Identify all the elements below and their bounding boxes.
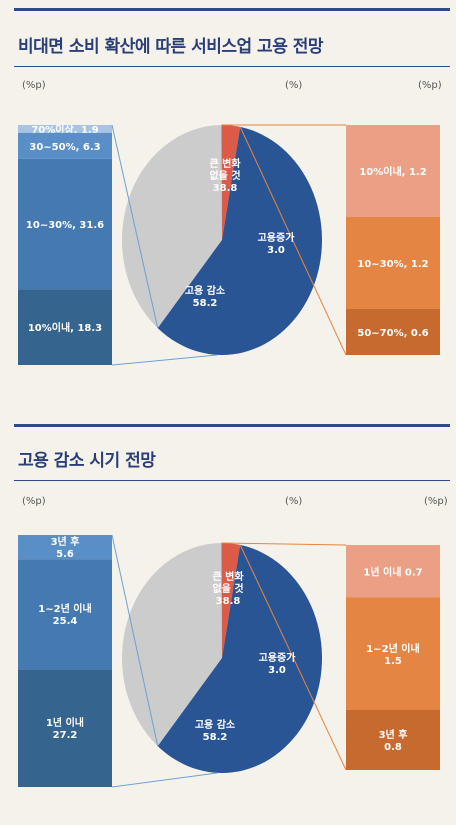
pie-label-2-line-1: 58.2 (203, 732, 228, 743)
pie-label-1-line-1: 3.0 (268, 665, 286, 676)
pie-label-1-line-1: 3.0 (267, 245, 285, 256)
left-bar-label-1-line-0: 1~2년 이내 (38, 602, 91, 615)
connector-line-left-bottom (111, 354, 218, 366)
pie-label-0-line-2: 38.8 (213, 183, 238, 194)
right-bar-label-1-line-1: 1.5 (384, 656, 402, 667)
chart1-unit-mid: (%) (285, 80, 303, 91)
top-rule (14, 8, 450, 11)
pie-label-1-line-0: 고용증가 (258, 231, 296, 244)
left-bar-segment (18, 125, 112, 133)
left-bar-segment (18, 289, 112, 365)
left-bar-label-2-line-1: 27.2 (53, 730, 78, 741)
chart1-svg: 70%이상, 1.9 30~50%, 6.3 10~30%, 31.6 10%이내, … (18, 123, 440, 366)
pie-slice (157, 544, 323, 773)
chart1-title: 비대면 소비 확산에 따른 서비스업 고용 전망 (18, 37, 324, 57)
connector-line-right-bottom (239, 126, 347, 356)
right-bar-segment (346, 217, 440, 309)
pie-label-0-line-1: 없을 것 (209, 169, 240, 182)
left-bar-segment (18, 132, 112, 159)
left-bar-label-3-line-0: 10%이내, 18.3 (28, 321, 102, 334)
right-bar-label-1-line-0: 1~2년 이내 (366, 642, 419, 655)
connector-line-right-top (221, 542, 347, 546)
left-bar-label-0-line-0: 3년 후 (51, 535, 80, 548)
right-bar-segment (346, 597, 440, 710)
pie-label-2-line-1: 58.2 (193, 298, 218, 309)
left-bar-segment (18, 535, 112, 560)
right-bar-segment (346, 125, 440, 217)
left-bar-segment (18, 669, 112, 787)
left-bar-label-0-line-0: 70%이상, 1.9 (31, 123, 98, 136)
pie-label-2-line-0: 고용 감소 (185, 285, 225, 297)
right-bar-label-0-line-0: 1년 이내 0.7 (363, 565, 422, 578)
pie-slice (221, 124, 241, 240)
pie-label-2-line-0: 고용 감소 (195, 719, 235, 731)
left-bar-label-1-line-0: 30~50%, 6.3 (29, 142, 100, 153)
connector-line-left-top (111, 124, 159, 329)
pie-label-0-line-2: 38.8 (216, 596, 241, 607)
chart2-unit-mid: (%) (285, 496, 303, 507)
connector-line-left-bottom (111, 772, 218, 788)
left-bar-segment (18, 559, 112, 670)
right-bar-label-2-line-0: 50~70%, 0.6 (357, 328, 428, 339)
pie-slice (157, 126, 323, 356)
connector-line-left-top (111, 534, 159, 747)
chart2-title-rule (14, 480, 450, 481)
right-bar-segment (346, 309, 440, 355)
pie-label-0-line-1: 없을 것 (212, 582, 243, 595)
pie-label-0-line-0: 큰 변화 (209, 157, 241, 170)
section2-rule (14, 424, 450, 427)
right-bar-label-2-line-1: 0.8 (384, 742, 402, 753)
right-bar-label-0-line-0: 10%이내, 1.2 (359, 165, 426, 178)
chart1-unit-right: (%p) (418, 80, 442, 91)
pie-label-1-line-0: 고용증가 (259, 651, 297, 664)
right-bar-label-1-line-0: 10~30%, 1.2 (357, 259, 428, 270)
pie-label-0-line-0: 큰 변화 (212, 570, 244, 583)
chart2-unit-left: (%p) (22, 496, 46, 507)
left-bar-label-1-line-1: 25.4 (53, 616, 78, 627)
right-bar-segment (346, 545, 440, 598)
chart2-title: 고용 감소 시기 전망 (18, 451, 156, 471)
pie-slice (221, 543, 241, 658)
left-bar-label-0-line-1: 5.6 (56, 549, 74, 560)
chart1-title-rule (14, 66, 450, 67)
left-bar-label-2-line-0: 10~30%, 31.6 (26, 220, 104, 231)
right-bar-segment (346, 710, 440, 770)
pie-slice (122, 125, 222, 329)
connector-line-right-bottom (239, 544, 347, 771)
chart1-unit-left: (%p) (22, 80, 46, 91)
left-bar-segment (18, 158, 112, 290)
left-bar-label-2-line-0: 1년 이내 (46, 716, 84, 729)
right-bar-label-2-line-0: 3년 후 (379, 728, 408, 741)
chart2-unit-right: (%p) (424, 496, 448, 507)
